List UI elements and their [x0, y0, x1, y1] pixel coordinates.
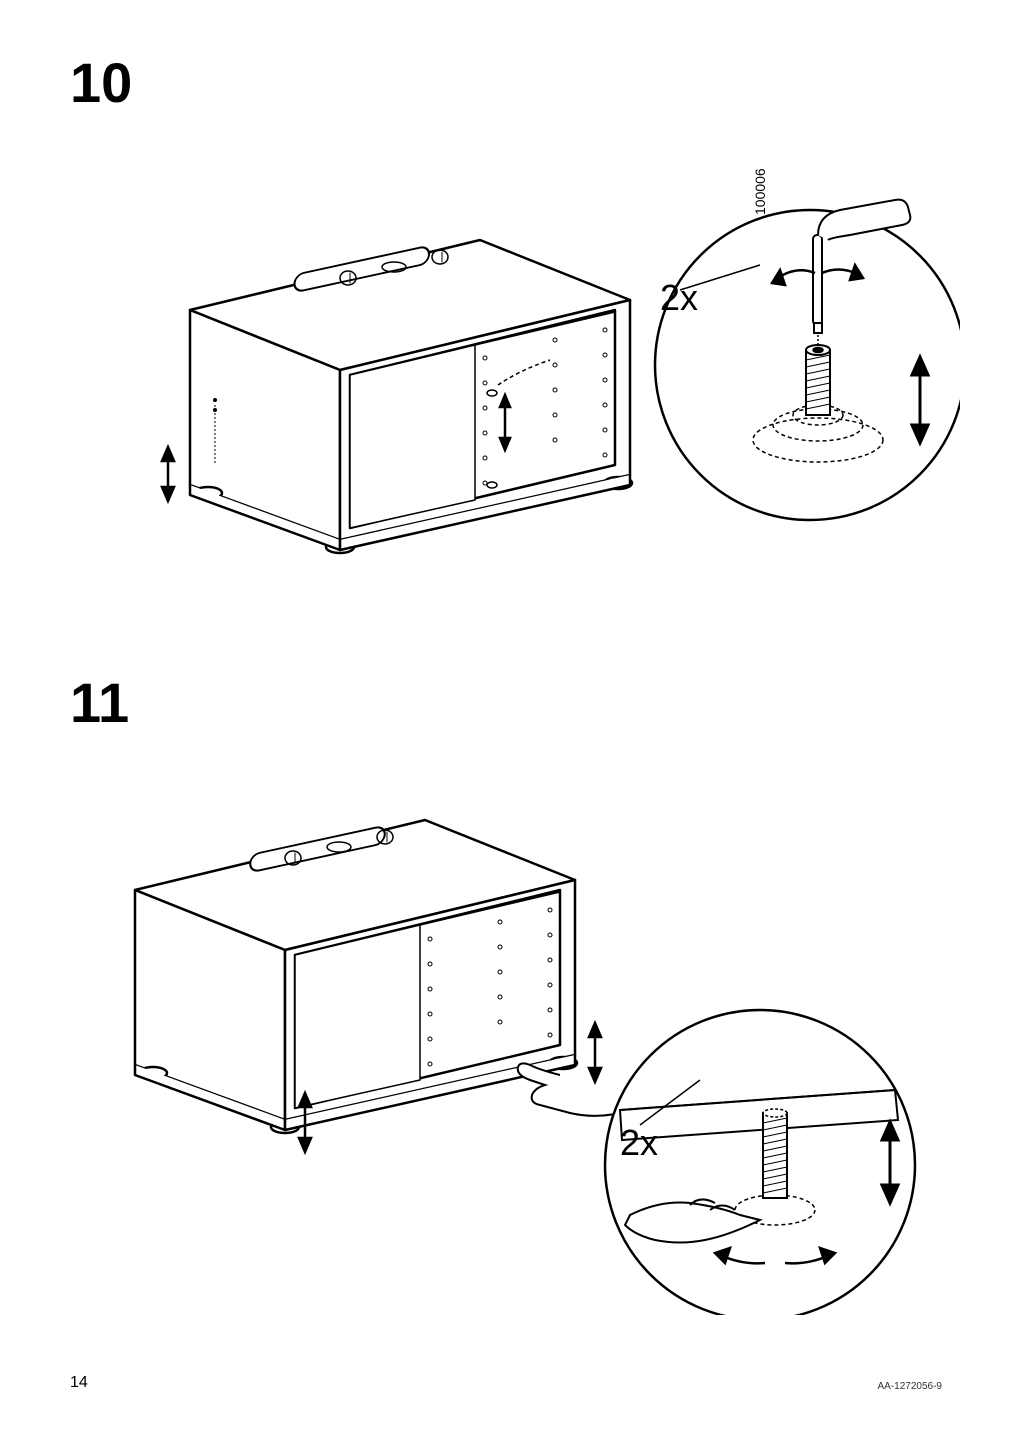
step-number-10: 10	[70, 50, 1012, 115]
qty-label-11: 2x	[620, 1122, 658, 1163]
step-10-illustration: 2x 100006	[60, 145, 960, 595]
step-11-illustration: 2x	[40, 765, 940, 1315]
qty-label-10: 2x	[660, 277, 698, 318]
page-number: 14	[70, 1374, 88, 1392]
doc-code: AA-1272056-9	[878, 1381, 943, 1392]
step-11: 11	[0, 670, 1012, 1320]
step-number-11: 11	[70, 670, 1012, 735]
step-10: 10	[0, 50, 1012, 600]
part-number-10: 100006	[752, 168, 768, 215]
